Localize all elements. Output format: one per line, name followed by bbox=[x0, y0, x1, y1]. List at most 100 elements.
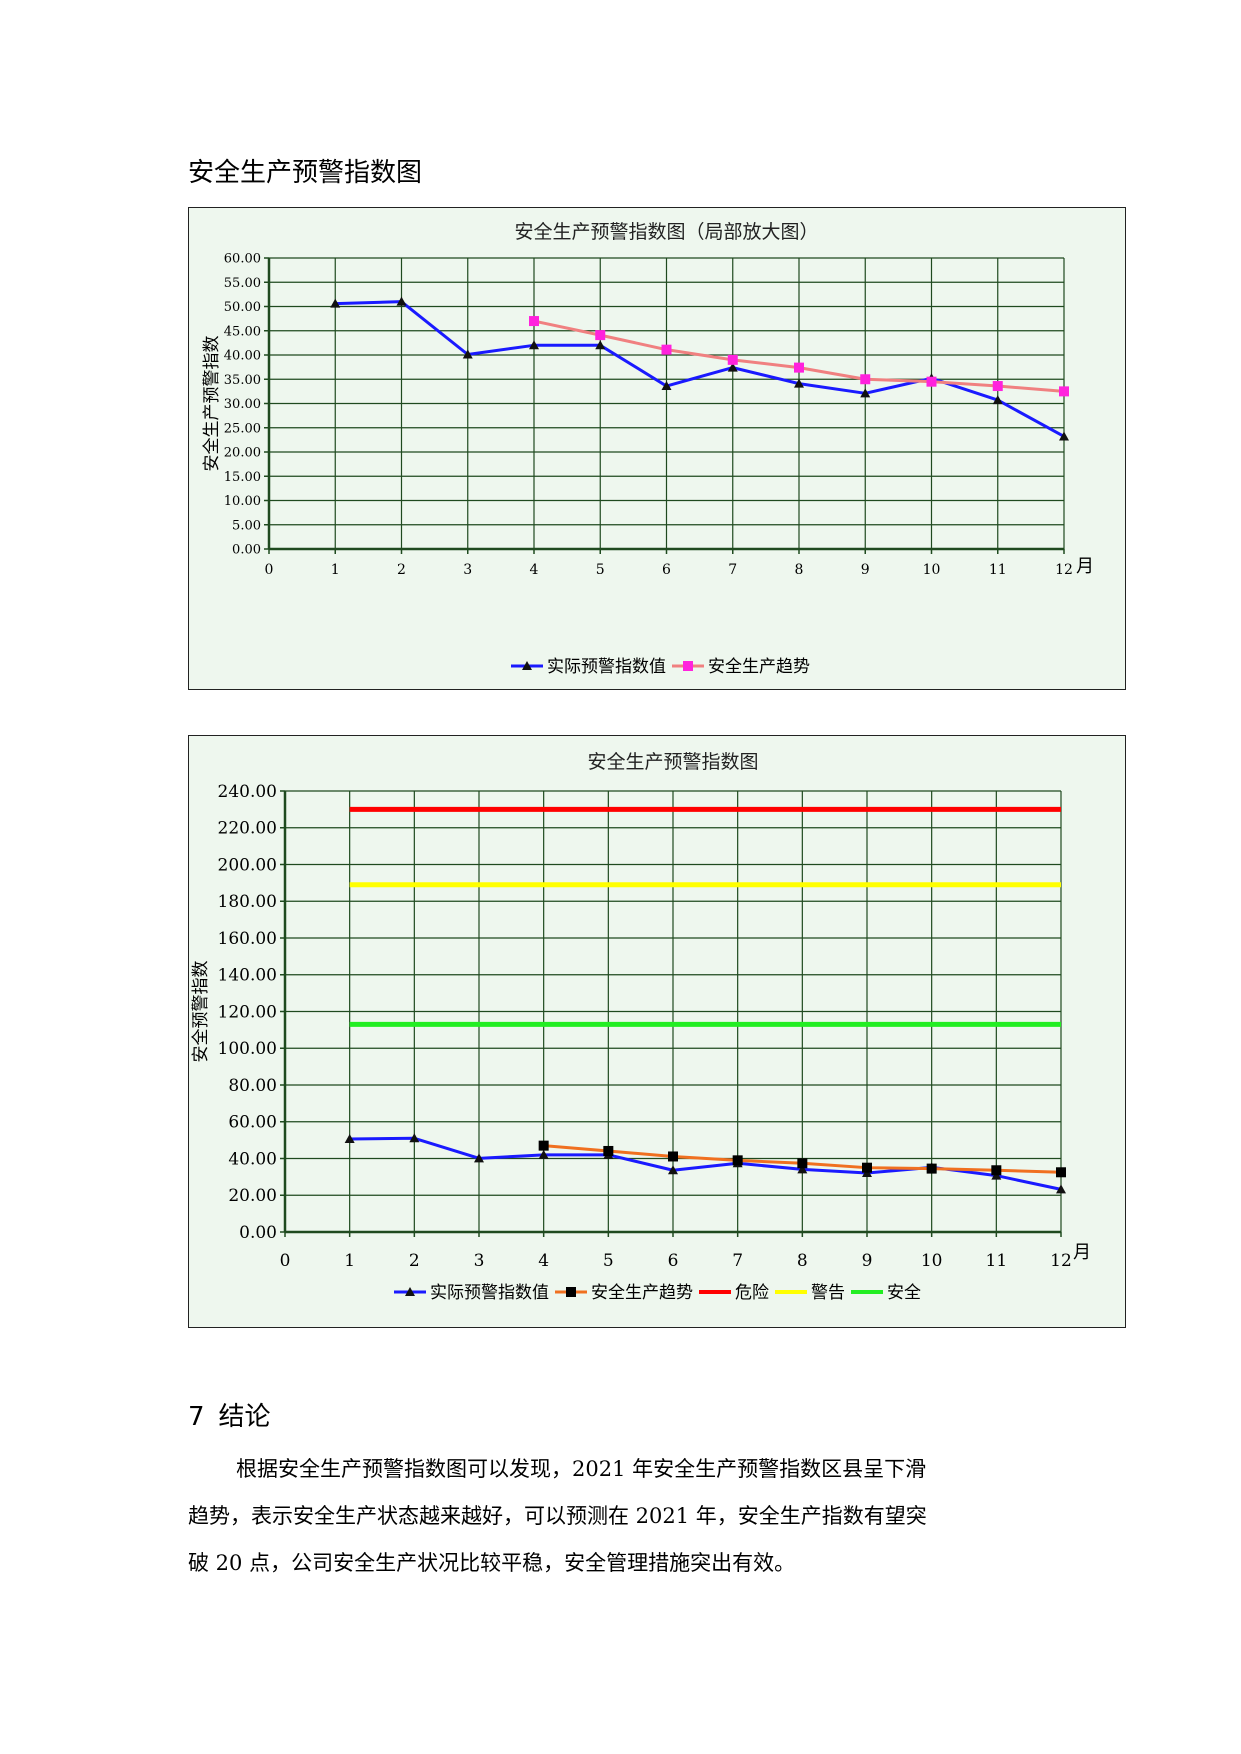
data-point-square bbox=[732, 1155, 743, 1166]
x-tick-label: 0 bbox=[265, 562, 274, 578]
x-tick-label: 1 bbox=[331, 562, 340, 578]
chart-title: 安全生产预警指数图 bbox=[587, 751, 758, 773]
legend-label: 实际预警指数值 bbox=[430, 1283, 549, 1303]
x-tick-label: 5 bbox=[603, 1251, 614, 1271]
chart-panel-full: 安全生产预警指数图 0.00 20.00 40.00 60.00 80.00 100.00 1… bbox=[188, 735, 1126, 1328]
data-point-square bbox=[992, 381, 1003, 392]
data-point-triangle bbox=[396, 296, 407, 306]
data-point-square bbox=[991, 1165, 1002, 1176]
x-tick-label: 3 bbox=[474, 1251, 485, 1271]
conclusion-title: 结论 bbox=[218, 1402, 271, 1432]
y-tick-label: 20.00 bbox=[224, 446, 261, 461]
y-tick-label: 35.00 bbox=[224, 373, 261, 388]
x-tick-label: 8 bbox=[795, 562, 804, 578]
data-point-square bbox=[595, 330, 606, 341]
y-tick-label: 55.00 bbox=[224, 276, 261, 291]
paragraph-line: 趋势，表示安全生产状态越来越好，可以预测在 2021 年，安全生产指数有望突 bbox=[188, 1504, 927, 1528]
y-tick-label: 180.00 bbox=[218, 892, 277, 912]
data-point-square bbox=[862, 1162, 872, 1173]
y-tick-label: 5.00 bbox=[232, 518, 261, 533]
x-tick-label: 7 bbox=[728, 562, 737, 578]
x-tick-label: 12 bbox=[1050, 1251, 1072, 1271]
y-axis-label: 安全预警指数 bbox=[191, 961, 211, 1063]
data-point-triangle bbox=[529, 340, 539, 350]
data-point-triangle bbox=[992, 395, 1003, 405]
legend-marker bbox=[522, 661, 532, 670]
data-point-triangle bbox=[668, 1165, 678, 1175]
chart-zoomed: 安全生产预警指数图（局部放大图） 0.00 5.00 10.00 15.00 20.00 2… bbox=[202, 221, 1094, 677]
data-point-triangle bbox=[344, 1134, 355, 1144]
y-tick-label: 0.00 bbox=[232, 543, 261, 558]
data-point-square bbox=[926, 376, 937, 387]
y-tick-label: 40.00 bbox=[228, 1149, 277, 1169]
x-tick-label: 9 bbox=[862, 1251, 873, 1271]
x-tick-label: 9 bbox=[861, 562, 870, 578]
y-tick-label: 20.00 bbox=[228, 1186, 277, 1206]
x-tick-label: 5 bbox=[596, 562, 605, 578]
legend-label: 实际预警指数值 bbox=[547, 657, 666, 677]
legend-label: 危险 bbox=[735, 1283, 769, 1303]
data-point-square bbox=[797, 1158, 808, 1169]
legend-label: 安全生产趋势 bbox=[708, 657, 810, 677]
data-point-triangle bbox=[860, 388, 871, 398]
data-point-square bbox=[668, 1151, 678, 1162]
y-tick-label: 50.00 bbox=[224, 300, 261, 315]
y-tick-label: 200.00 bbox=[218, 855, 277, 875]
y-tick-label: 160.00 bbox=[218, 929, 277, 949]
data-point-triangle bbox=[409, 1133, 420, 1143]
legend-marker bbox=[683, 661, 693, 671]
conclusion-heading: 7 结论 bbox=[188, 1396, 271, 1433]
x-tick-label: 4 bbox=[530, 562, 539, 578]
x-tick-label: 6 bbox=[662, 562, 671, 578]
x-axis-unit: 月 bbox=[1076, 556, 1094, 577]
conclusion-paragraph: 根据安全生产预警指数图可以发现，2021 年安全生产预警指数区县呈下滑 趋势，表… bbox=[188, 1446, 1068, 1587]
y-tick-label: 40.00 bbox=[224, 349, 261, 364]
data-point-square bbox=[926, 1163, 937, 1174]
data-point-square bbox=[860, 374, 871, 385]
y-tick-label: 100.00 bbox=[218, 1039, 277, 1059]
data-point-square bbox=[1056, 1167, 1066, 1178]
legend-marker bbox=[566, 1287, 576, 1297]
x-tick-label: 6 bbox=[668, 1251, 679, 1271]
y-tick-label: 0.00 bbox=[239, 1223, 277, 1243]
y-tick-label: 80.00 bbox=[228, 1076, 277, 1096]
x-tick-label: 2 bbox=[409, 1251, 420, 1271]
y-tick-label: 15.00 bbox=[224, 470, 261, 485]
x-tick-label: 12 bbox=[1055, 562, 1073, 578]
y-tick-label: 120.00 bbox=[218, 1002, 277, 1022]
data-point-square bbox=[603, 1145, 614, 1156]
legend-marker bbox=[405, 1287, 415, 1296]
y-tick-label: 60.00 bbox=[224, 252, 261, 267]
data-point-triangle bbox=[1059, 431, 1069, 441]
section-title: 安全生产预警指数图 bbox=[188, 158, 423, 188]
data-point-triangle bbox=[330, 298, 341, 308]
y-axis-label: 安全生产预警指数 bbox=[202, 336, 222, 472]
x-tick-label: 8 bbox=[797, 1251, 808, 1271]
x-axis-unit: 月 bbox=[1073, 1242, 1091, 1263]
y-tick-label: 10.00 bbox=[224, 494, 261, 509]
x-tick-label: 10 bbox=[923, 562, 941, 578]
data-point-triangle bbox=[727, 362, 738, 372]
data-point-triangle bbox=[474, 1153, 484, 1163]
data-point-square bbox=[1059, 386, 1069, 397]
data-point-triangle bbox=[595, 340, 606, 350]
x-tick-label: 11 bbox=[989, 562, 1007, 578]
x-tick-label: 0 bbox=[280, 1251, 291, 1271]
paragraph-line: 根据安全生产预警指数图可以发现，2021 年安全生产预警指数区县呈下滑 bbox=[236, 1457, 927, 1481]
data-point-square bbox=[661, 344, 672, 355]
x-tick-label: 10 bbox=[921, 1251, 943, 1271]
y-tick-label: 220.00 bbox=[218, 819, 277, 839]
y-tick-label: 60.00 bbox=[228, 1113, 277, 1133]
data-point-triangle bbox=[794, 378, 804, 388]
legend-label: 警告 bbox=[811, 1283, 845, 1303]
x-tick-label: 11 bbox=[986, 1251, 1008, 1271]
legend-label: 安全 bbox=[887, 1283, 921, 1303]
y-tick-label: 30.00 bbox=[224, 397, 261, 412]
data-point-triangle bbox=[1056, 1184, 1066, 1194]
data-point-triangle bbox=[538, 1149, 549, 1159]
data-point-square bbox=[529, 316, 539, 327]
conclusion-number: 7 bbox=[188, 1402, 205, 1432]
x-tick-label: 7 bbox=[732, 1251, 743, 1271]
paragraph-line: 破 20 点，公司安全生产状况比较平稳，安全管理措施突出有效。 bbox=[188, 1551, 796, 1575]
chart-full: 安全生产预警指数图 0.00 20.00 40.00 60.00 80.00 100.00 1… bbox=[191, 751, 1091, 1303]
